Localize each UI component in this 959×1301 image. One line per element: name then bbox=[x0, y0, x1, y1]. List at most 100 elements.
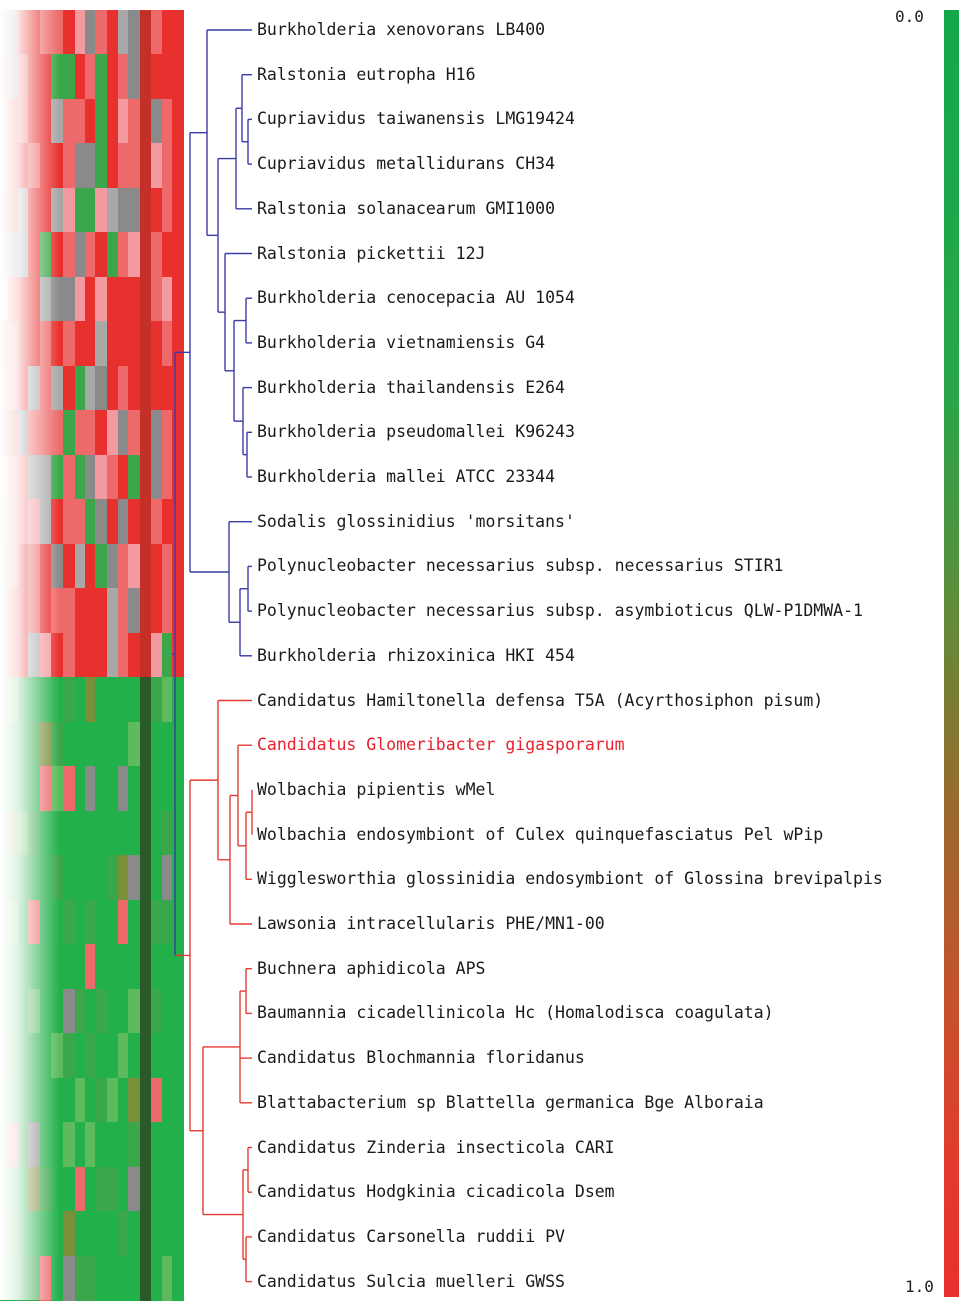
heatmap-cell bbox=[128, 677, 140, 723]
taxon-label: Candidatus Carsonella ruddii PV bbox=[257, 1226, 565, 1246]
taxon-label: Burkholderia pseudomallei K96243 bbox=[257, 422, 575, 442]
heatmap-cell bbox=[107, 410, 118, 456]
heatmap-cell bbox=[172, 232, 184, 278]
heatmap-cell bbox=[63, 143, 75, 189]
heatmap-cell bbox=[162, 944, 172, 990]
heatmap-cell bbox=[75, 10, 85, 56]
heatmap-cell bbox=[75, 1033, 85, 1079]
heatmap-cell bbox=[162, 588, 172, 634]
heatmap-cell bbox=[140, 365, 151, 412]
heatmap-cell bbox=[75, 98, 85, 145]
heatmap-cell bbox=[128, 1211, 140, 1257]
heatmap-cell bbox=[63, 321, 75, 367]
taxon-label: Polynucleobacter necessarius subsp. nece… bbox=[257, 556, 784, 576]
heatmap-cell bbox=[118, 1211, 128, 1257]
taxon-label: Wolbachia pipientis wMel bbox=[257, 779, 496, 799]
heatmap-cell bbox=[95, 944, 107, 990]
heatmap-cell bbox=[75, 321, 85, 367]
taxon-label: Candidatus Hodgkinia cicadicola Dsem bbox=[257, 1182, 615, 1202]
heatmap-cell bbox=[63, 632, 75, 679]
heatmap-cell bbox=[140, 54, 151, 100]
heatmap-cell bbox=[162, 632, 172, 679]
heatmap-cell bbox=[75, 187, 85, 234]
heatmap-cell bbox=[107, 810, 118, 857]
heatmap-cell bbox=[63, 810, 75, 857]
heatmap-cell bbox=[75, 632, 85, 679]
heatmap-cell bbox=[107, 677, 118, 723]
heatmap-cell bbox=[95, 810, 107, 857]
heatmap-cell bbox=[63, 365, 75, 412]
heatmap-cell bbox=[75, 54, 85, 100]
heatmap-cell bbox=[140, 1211, 151, 1257]
heatmap-cell bbox=[107, 54, 118, 100]
heatmap-cell bbox=[75, 588, 85, 634]
heatmap-cell bbox=[95, 98, 107, 145]
taxon-label: Sodalis glossinidius 'morsitans' bbox=[257, 511, 575, 531]
heatmap-cell bbox=[151, 187, 162, 234]
heatmap-cell bbox=[95, 988, 107, 1035]
scale-min-label: 0.0 bbox=[895, 7, 924, 26]
taxon-label: Ralstonia pickettii 12J bbox=[257, 243, 486, 263]
heatmap-cell bbox=[63, 1255, 75, 1301]
heatmap-cell bbox=[85, 410, 95, 456]
heatmap-cell bbox=[75, 988, 85, 1035]
heatmap-cell bbox=[140, 810, 151, 857]
taxon-label: Cupriavidus metallidurans CH34 bbox=[257, 154, 556, 174]
heatmap-cell bbox=[63, 721, 75, 768]
heatmap-cell bbox=[75, 766, 85, 812]
heatmap-cell bbox=[95, 766, 107, 812]
heatmap-cell bbox=[162, 143, 172, 189]
heatmap-cell bbox=[118, 187, 128, 234]
heatmap-cell bbox=[63, 1166, 75, 1213]
heatmap-cell bbox=[151, 543, 162, 590]
heatmap-cell bbox=[151, 988, 162, 1035]
heatmap-cell bbox=[95, 1166, 107, 1213]
taxon-label: Candidatus Glomeribacter gigasporarum bbox=[257, 735, 625, 755]
heatmap-cell bbox=[140, 321, 151, 367]
heatmap-cell bbox=[151, 944, 162, 990]
heatmap-cell bbox=[63, 276, 75, 323]
heatmap-cell bbox=[107, 98, 118, 145]
heatmap-cell bbox=[85, 1077, 95, 1124]
heatmap-cell bbox=[140, 543, 151, 590]
heatmap-cell bbox=[95, 1122, 107, 1168]
heatmap-cell bbox=[118, 588, 128, 634]
taxon-label: Wigglesworthia glossinidia endosymbiont … bbox=[257, 869, 883, 889]
heatmap-cell bbox=[162, 1033, 172, 1079]
heatmap-cell bbox=[63, 410, 75, 456]
heatmap-cell bbox=[118, 988, 128, 1035]
heatmap-cell bbox=[85, 588, 95, 634]
heatmap-cell bbox=[151, 54, 162, 100]
heatmap-cell bbox=[95, 232, 107, 278]
heatmap-cell bbox=[63, 54, 75, 100]
heatmap-cell bbox=[85, 810, 95, 857]
heatmap-cell bbox=[95, 499, 107, 545]
heatmap-cell bbox=[151, 1033, 162, 1079]
heatmap-cell bbox=[151, 1255, 162, 1301]
heatmap-cell bbox=[85, 543, 95, 590]
taxon-label: Burkholderia vietnamiensis G4 bbox=[257, 332, 546, 352]
heatmap-cell bbox=[128, 1255, 140, 1301]
heatmap-cell bbox=[95, 321, 107, 367]
heatmap-cell bbox=[75, 365, 85, 412]
heatmap-cell bbox=[151, 588, 162, 634]
taxon-label: Burkholderia mallei ATCC 23344 bbox=[257, 467, 556, 486]
taxon-label: Lawsonia intracellularis PHE/MN1-00 bbox=[257, 914, 605, 933]
heatmap-cell bbox=[85, 1033, 95, 1079]
heatmap-cell bbox=[85, 1122, 95, 1168]
heatmap-cell bbox=[151, 321, 162, 367]
heatmap-cell bbox=[140, 143, 151, 189]
heatmap-cell bbox=[172, 98, 184, 145]
heatmap-cell bbox=[107, 543, 118, 590]
heatmap-cell bbox=[118, 1077, 128, 1124]
heatmap-cell bbox=[140, 766, 151, 812]
heatmap-cell bbox=[85, 454, 95, 501]
heatmap-cell bbox=[128, 543, 140, 590]
heatmap-cell bbox=[85, 232, 95, 278]
heatmap-cell bbox=[128, 632, 140, 679]
heatmap-cell bbox=[95, 677, 107, 723]
heatmap-cell bbox=[75, 276, 85, 323]
heatmap-cell bbox=[85, 1211, 95, 1257]
taxon-label: Burkholderia thailandensis E264 bbox=[257, 377, 565, 397]
heatmap-cell bbox=[75, 543, 85, 590]
